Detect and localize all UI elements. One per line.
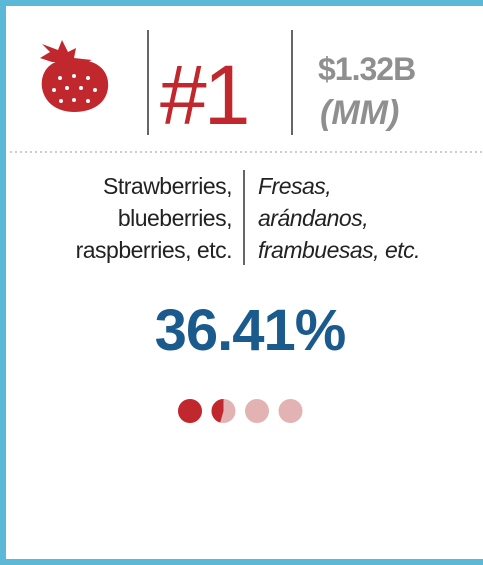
spanish-line: Fresas,	[258, 173, 331, 199]
dot-bg	[278, 399, 303, 423]
share-label: 36.41%	[155, 298, 346, 363]
unit: (MM)	[320, 94, 399, 132]
strawberry-icon	[40, 40, 109, 112]
english-line: blueberries,	[118, 205, 232, 231]
dot	[178, 399, 202, 423]
spanish-line: frambuesas, etc.	[258, 237, 420, 263]
spanish-line: arándanos,	[258, 205, 368, 231]
value: $1.32B	[318, 51, 415, 87]
dot-partial	[211, 399, 224, 423]
english-line: Strawberries,	[103, 173, 232, 199]
dot-bg	[245, 399, 269, 423]
rank: #1	[160, 48, 247, 142]
english-line: raspberries, etc.	[76, 237, 232, 263]
